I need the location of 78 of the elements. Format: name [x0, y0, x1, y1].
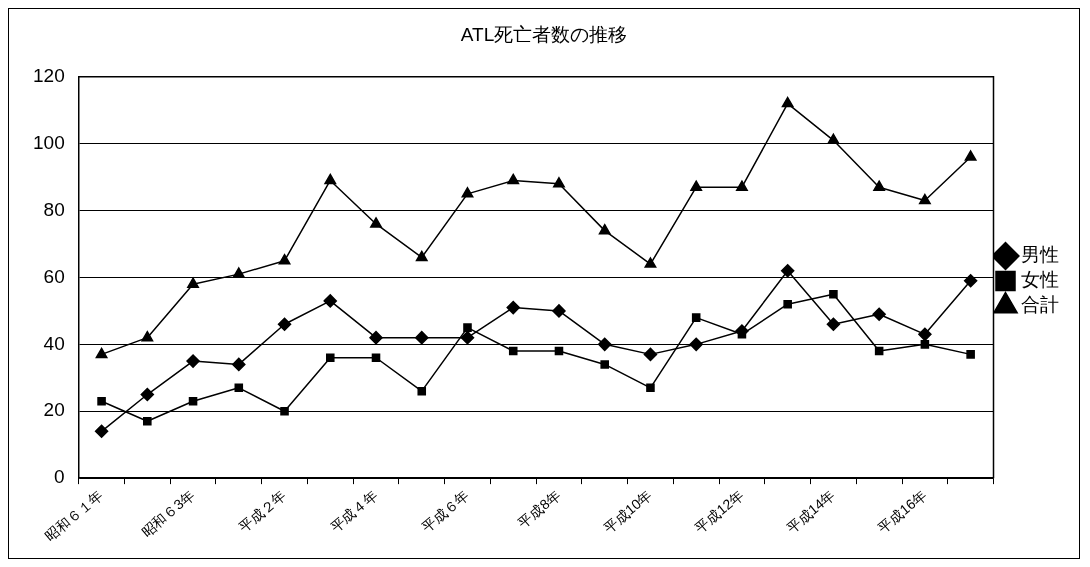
point	[552, 304, 566, 318]
x-tick-label: 平成４年	[327, 486, 381, 535]
point	[872, 307, 886, 322]
point	[646, 383, 655, 393]
x-tick-label: 平成12年	[691, 486, 747, 536]
point	[918, 193, 931, 205]
x-tick-label: 平成10年	[600, 486, 655, 536]
x-tick-label: 平成8年	[514, 486, 564, 531]
point	[415, 330, 429, 345]
point	[690, 180, 703, 191]
point	[829, 289, 838, 299]
x-tick-label: 昭和６１年	[42, 486, 106, 544]
point	[460, 330, 475, 345]
point	[325, 353, 335, 363]
point	[140, 387, 155, 402]
point	[97, 396, 106, 406]
point	[186, 354, 200, 368]
x-tick-label: 平成２年	[235, 486, 289, 535]
point	[600, 360, 609, 369]
point	[141, 330, 154, 342]
point	[553, 177, 565, 188]
point	[94, 424, 109, 439]
point	[781, 96, 794, 108]
chart-title: ATL死亡者数の推移	[460, 23, 628, 45]
point	[324, 173, 337, 185]
point	[873, 180, 886, 191]
point	[643, 347, 658, 362]
x-tick-label: 平成６年	[418, 486, 472, 535]
x-tick-label: 昭和６3年	[138, 486, 198, 540]
point	[187, 277, 199, 288]
point	[783, 299, 792, 309]
point	[232, 357, 246, 372]
point	[826, 317, 841, 332]
legend-label: 合計	[1021, 294, 1059, 316]
point	[644, 257, 657, 268]
point	[417, 386, 427, 396]
point	[598, 223, 611, 235]
y-tick-label: 20	[43, 399, 65, 421]
point	[554, 346, 564, 356]
point	[232, 267, 245, 278]
x-tick-label: 平成14年	[783, 486, 838, 536]
point	[508, 346, 518, 356]
point	[277, 317, 292, 332]
point	[143, 416, 152, 426]
point	[689, 337, 703, 352]
point	[691, 313, 701, 322]
y-tick-label: 40	[43, 332, 65, 354]
point	[963, 274, 978, 288]
y-tick-label: 0	[54, 466, 65, 488]
point	[507, 173, 520, 185]
point	[415, 250, 428, 262]
point	[874, 346, 884, 356]
point	[323, 294, 338, 308]
point	[370, 217, 382, 228]
point	[188, 396, 198, 406]
point	[95, 347, 108, 359]
y-tick-label: 60	[43, 265, 65, 287]
point	[918, 327, 932, 342]
point	[735, 180, 748, 191]
y-tick-label: 100	[33, 131, 65, 153]
point	[369, 330, 383, 345]
point	[371, 353, 381, 363]
point	[461, 187, 474, 198]
point	[920, 340, 930, 349]
point	[506, 300, 520, 315]
x-tick-label: 平成16年	[874, 486, 930, 536]
y-tick-label: 80	[43, 198, 65, 220]
point	[780, 264, 795, 278]
point	[463, 323, 472, 332]
point	[280, 406, 289, 416]
point	[966, 350, 975, 359]
point	[964, 150, 977, 161]
legend-label: 女性	[1021, 269, 1059, 291]
point	[234, 383, 244, 393]
point	[597, 337, 612, 352]
point	[278, 254, 291, 265]
y-tick-label: 120	[33, 65, 65, 87]
legend-label: 男性	[1021, 244, 1059, 266]
